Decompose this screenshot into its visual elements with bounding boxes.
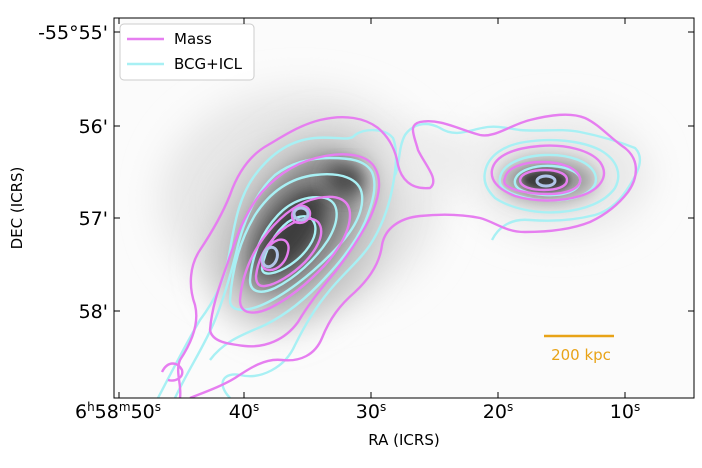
x-tick-label: 20s (483, 400, 513, 423)
axes-border (113, 17, 695, 399)
x-tick-labels: 6h58m50s 40s 30s 20s 10s (75, 400, 640, 423)
mass-contour (503, 160, 582, 196)
bcg-icl-contour (248, 196, 338, 293)
mass-contour (254, 217, 323, 288)
y-tick-label: 56' (79, 116, 108, 138)
y-tick-label: 57' (79, 208, 108, 230)
x-tick-label: 30s (356, 400, 386, 423)
mass-contour (490, 144, 606, 202)
mass-contour (518, 168, 569, 192)
peak-contours (261, 174, 557, 269)
y-tick-label: -55°55' (38, 22, 108, 44)
x-tick-label: 10s (610, 400, 640, 423)
scale-bar: 200 kpc (544, 334, 614, 364)
mass-contour (290, 204, 312, 225)
mass-contour (238, 195, 352, 314)
bcg-icl-contour (228, 173, 364, 311)
tick-marks (114, 18, 694, 398)
mass-contour (176, 113, 638, 398)
peak-contour (535, 174, 557, 188)
plot-area: 200 kpc Mass BCG+ICL (113, 17, 695, 399)
scale-bar-label: 200 kpc (551, 346, 611, 364)
y-tick-label: 58' (79, 301, 108, 323)
mass-contour (160, 362, 184, 382)
bcg-icl-contour (173, 156, 376, 398)
legend-label-bcg-icl: BCG+ICL (174, 55, 243, 73)
mass-contour (208, 153, 381, 348)
mass-contours (160, 113, 638, 398)
peak-contour (261, 245, 279, 269)
bcg-icl-contour (393, 122, 642, 241)
x-axis-label: RA (ICRS) (368, 431, 439, 449)
legend: Mass BCG+ICL (119, 23, 255, 81)
y-axis-label: DEC (ICRS) (8, 167, 26, 250)
legend-label-mass: Mass (174, 30, 212, 48)
mass-contour (260, 238, 290, 272)
peak-contour (292, 206, 310, 222)
x-tick-label: 40s (229, 400, 259, 423)
bcg-icl-contour (483, 138, 620, 214)
y-tick-labels: -55°55' 56' 57' 58' (38, 22, 108, 323)
x-tick-label: 6h58m50s (75, 400, 161, 423)
